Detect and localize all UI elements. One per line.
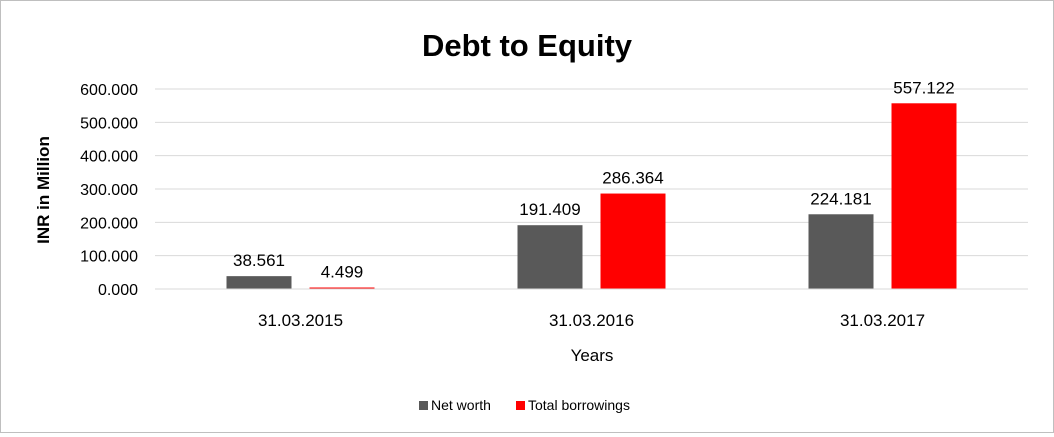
legend-label: Total borrowings [528, 397, 630, 413]
y-tick-label: 200.000 [80, 215, 138, 232]
y-tick-label: 600.000 [80, 82, 138, 99]
bar-value-label: 38.561 [233, 251, 285, 270]
bar-net-worth [226, 276, 292, 289]
bar-value-label: 224.181 [810, 189, 871, 208]
bars [226, 103, 957, 289]
bar-value-label: 286.364 [602, 169, 663, 188]
gridlines [155, 88, 1028, 257]
x-tick-label: 31.03.2016 [549, 311, 634, 330]
x-tick-label: 31.03.2015 [258, 311, 343, 330]
legend-item-total-borrowings: Total borrowings [516, 397, 630, 413]
legend-swatch [516, 401, 525, 410]
y-tick-label: 0.000 [98, 282, 138, 299]
legend: Net worth Total borrowings [419, 397, 630, 413]
bar-value-label: 557.122 [893, 78, 954, 97]
y-tick-label: 400.000 [80, 149, 138, 166]
y-axis-label: INR in Million [34, 136, 53, 244]
legend-label: Net worth [431, 397, 491, 413]
legend-swatch [419, 401, 428, 410]
x-tick-label: 31.03.2017 [840, 311, 925, 330]
bar-net-worth [517, 225, 583, 289]
y-tick-label: 500.000 [80, 115, 138, 132]
y-axis-ticks: 0.000 100.000 200.000 300.000 400.000 500.000… [80, 82, 138, 299]
bar-value-label: 191.409 [519, 200, 580, 219]
bar-net-worth [808, 214, 874, 289]
bar-value-label: 4.499 [321, 263, 364, 282]
bar-total-borrowings [891, 103, 957, 289]
bar-total-borrowings [309, 287, 375, 289]
bar-value-labels: 38.561 4.499 191.409 286.364 224.181 557.122 [233, 78, 955, 281]
legend-item-net-worth: Net worth [419, 397, 491, 413]
x-axis-ticks: 31.03.2015 31.03.2016 31.03.2017 [258, 311, 925, 330]
x-axis-label: Years [571, 346, 614, 365]
bar-total-borrowings [600, 193, 666, 289]
y-tick-label: 100.000 [80, 249, 138, 266]
y-tick-label: 300.000 [80, 182, 138, 199]
chart-title: Debt to Equity [422, 28, 633, 63]
